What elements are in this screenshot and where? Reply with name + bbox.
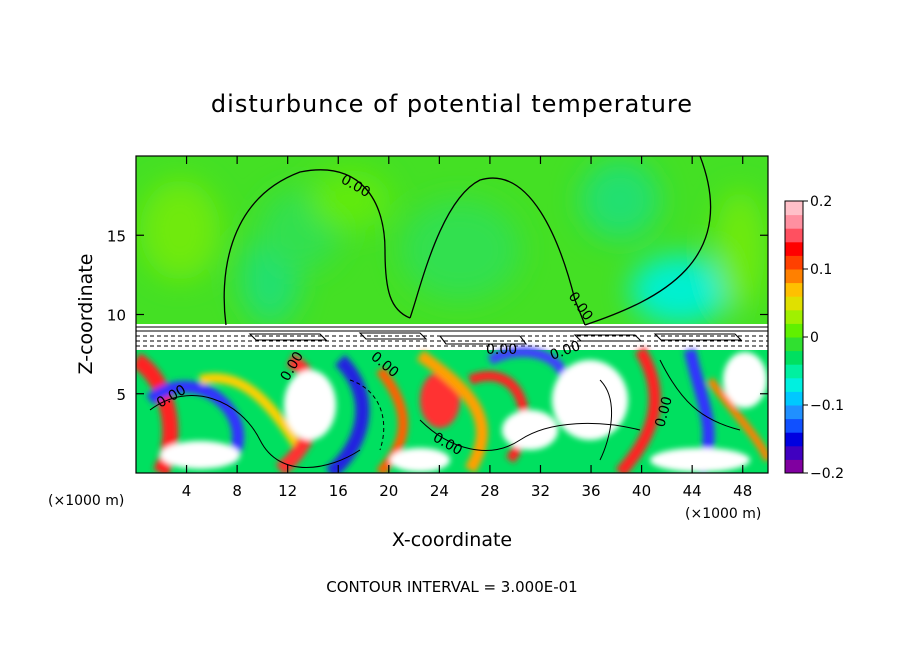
colorbar-swatch	[785, 241, 803, 256]
x-tick-label: 16	[329, 482, 348, 500]
y-tick-label: 5	[116, 386, 126, 404]
interface-contours	[136, 326, 768, 347]
colorbar-swatch	[785, 432, 803, 447]
colorbar-swatch	[785, 364, 803, 379]
contour-label-low-4: 0.00	[652, 395, 676, 429]
chart-title: disturbunce of potential temperature	[211, 90, 693, 118]
x-tick-label: 48	[733, 482, 752, 500]
colorbar-swatch	[785, 255, 803, 270]
colorbar-swatch	[785, 282, 803, 297]
x-tick-label: 28	[480, 482, 499, 500]
colorbar-tick-label: −0.2	[810, 466, 844, 482]
colorbar-swatch	[785, 377, 803, 392]
y-axis: 5 10 15	[107, 227, 768, 404]
x-unit-right: (×1000 m)	[685, 506, 761, 522]
colorbar: 0.2 0.1 0 −0.1 −0.2	[784, 194, 844, 482]
colorbar-swatch	[785, 405, 803, 420]
colorbar-swatch	[785, 228, 803, 243]
y-tick-label: 10	[107, 307, 126, 325]
x-unit-left: (×1000 m)	[48, 493, 124, 509]
x-tick-label: 36	[581, 482, 600, 500]
colorbar-swatch	[785, 309, 803, 324]
colorbar-swatch	[785, 350, 803, 365]
x-tick-label: 24	[430, 482, 449, 500]
x-tick-label: 12	[278, 482, 297, 500]
plot-area: 0.00 0.00 0.00 0.00 0.00 0.00 0.00 0.00 …	[136, 156, 768, 473]
contour-label-mid-2: 0.00	[486, 342, 517, 358]
upper-field-variations	[140, 160, 765, 325]
colorbar-tick-label: −0.1	[810, 398, 844, 414]
colorbar-swatch	[785, 269, 803, 284]
colorbar-tick-label: 0	[810, 330, 819, 346]
colorbar-swatch	[785, 391, 803, 406]
colorbar-swatch	[785, 445, 803, 460]
colorbar-swatch	[785, 459, 803, 474]
x-tick-label: 4	[182, 482, 192, 500]
lower-turbulence	[136, 346, 768, 473]
y-axis-label: Z-coordinate	[75, 254, 97, 375]
colorbar-swatch	[785, 418, 803, 433]
colorbar-swatch	[785, 201, 803, 216]
y-tick-label: 15	[107, 227, 126, 245]
x-tick-label: 20	[379, 482, 398, 500]
x-tick-label: 40	[632, 482, 651, 500]
colorbar-swatch	[785, 337, 803, 352]
contour-interval-footer: CONTOUR INTERVAL = 3.000E-01	[326, 578, 577, 596]
x-tick-label: 32	[531, 482, 550, 500]
x-axis-label: X-coordinate	[392, 529, 512, 551]
colorbar-tick-label: 0.1	[810, 262, 832, 278]
colorbar-tick-label: 0.2	[810, 194, 832, 210]
colorbar-swatch	[785, 323, 803, 338]
upper-contours	[223, 156, 712, 326]
colorbar-swatch	[785, 296, 803, 311]
x-tick-label: 8	[232, 482, 242, 500]
colorbar-swatch	[785, 214, 803, 229]
lower-contours	[149, 359, 741, 468]
x-tick-label: 44	[683, 482, 702, 500]
x-axis: 4 8 12 16 20 24 28 32 36 40 44 48	[182, 156, 752, 500]
